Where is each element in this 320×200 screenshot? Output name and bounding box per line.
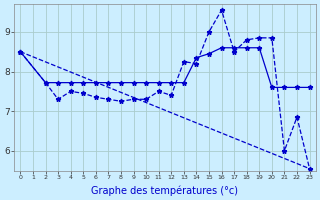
X-axis label: Graphe des températures (°c): Graphe des températures (°c) bbox=[92, 185, 238, 196]
